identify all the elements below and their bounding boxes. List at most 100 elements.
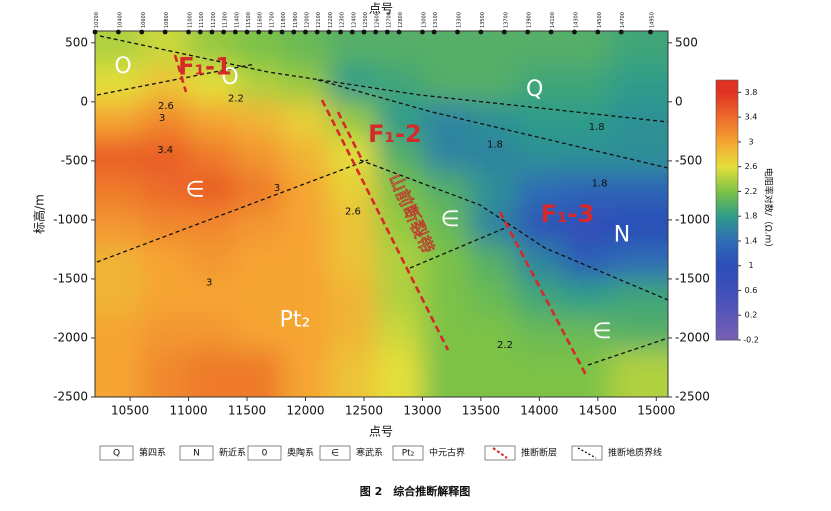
boundary-line — [96, 159, 369, 263]
contour-label: 2.6 — [158, 101, 174, 112]
station-point — [478, 29, 484, 35]
field-cell — [282, 208, 330, 245]
field-cell — [515, 314, 564, 351]
field-cell — [141, 243, 190, 280]
contour-label: 1.8 — [589, 122, 605, 133]
field-cell — [609, 243, 668, 280]
x-tick-label: 12500 — [345, 404, 383, 418]
boundary-line — [99, 35, 668, 123]
station-point — [361, 29, 367, 35]
field-cell — [562, 101, 611, 138]
station-point — [115, 29, 121, 35]
field-cell — [562, 172, 611, 209]
field-cell — [422, 137, 470, 174]
field-cell — [422, 208, 470, 245]
station-label: 11300 — [223, 12, 229, 28]
station-point — [548, 29, 554, 35]
field-cell — [328, 31, 377, 67]
field-cell — [328, 66, 377, 103]
field-cell — [469, 278, 517, 315]
y2-tick-label: -1500 — [675, 271, 710, 285]
field-cell — [282, 31, 330, 67]
fault-line — [173, 54, 188, 93]
field-cell — [235, 278, 283, 315]
field-cell — [515, 101, 564, 138]
station-label: 12800 — [398, 12, 404, 28]
unit-annotation: Pt₂ — [280, 307, 311, 332]
unit-annotation: Q — [526, 77, 543, 102]
field-cell — [141, 208, 190, 245]
boundary-line — [317, 79, 668, 169]
field-cells — [95, 31, 668, 397]
boundary-line — [96, 63, 256, 96]
fault-annotation: F₁-1 — [178, 53, 232, 81]
legend-box — [319, 445, 351, 461]
station-point — [572, 29, 577, 35]
field-cell — [328, 243, 377, 280]
field-cell — [328, 208, 377, 245]
colorbar-segment — [716, 240, 738, 267]
y-tick-label: -1500 — [53, 271, 88, 285]
fault-line — [498, 211, 588, 376]
station-point — [209, 29, 215, 35]
station-point — [291, 29, 297, 35]
field-cell — [375, 31, 423, 67]
station-label: 12200 — [328, 12, 334, 28]
legend-box — [179, 445, 214, 461]
station-point — [349, 29, 355, 35]
field-cell — [95, 172, 143, 209]
y-tick-label: -1000 — [53, 212, 88, 226]
field-cell — [375, 243, 423, 280]
colorbar-segment — [716, 191, 738, 217]
y-tick-label: 500 — [65, 35, 88, 49]
field-cell — [609, 137, 668, 174]
y-tick-label: -500 — [61, 153, 88, 167]
unit-annotation: O — [221, 65, 238, 90]
field-cell — [609, 66, 668, 103]
x-tick-label: 12000 — [286, 404, 324, 418]
field-cell — [282, 137, 330, 174]
field-cell — [282, 172, 330, 209]
legend-symbol: 0 — [262, 449, 268, 459]
boundary-line — [587, 337, 668, 366]
contour-label: 3 — [274, 183, 280, 194]
field-cell — [328, 278, 377, 315]
field-cell — [375, 172, 423, 209]
y2-tick-label: -2000 — [675, 330, 710, 344]
field-cell — [188, 172, 236, 209]
field-cell — [141, 137, 190, 174]
field-cell — [469, 101, 517, 138]
station-label: 11800 — [281, 12, 287, 28]
x-tick-label: 11000 — [169, 404, 207, 418]
field-cell — [609, 172, 668, 209]
field-cell — [282, 101, 330, 138]
field-cell — [328, 314, 377, 351]
station-label: 13700 — [503, 12, 509, 28]
field-cell — [141, 31, 190, 67]
boundary-line — [359, 159, 668, 301]
legend-label: 第四系 — [139, 447, 166, 459]
station-label: 12600 — [375, 12, 381, 28]
unit-annotation: ∈ — [440, 207, 459, 232]
fault-annotation: F₁-3 — [541, 200, 595, 228]
colorbar-tick-label: 1 — [748, 261, 753, 270]
field-cell — [609, 31, 668, 67]
x-tick-label: 14000 — [520, 404, 558, 418]
station-label: 13000 — [421, 12, 427, 28]
station-label: 11000 — [188, 12, 194, 28]
legend-label: 寒武系 — [356, 447, 383, 459]
field-cell — [609, 208, 668, 245]
field-cell — [188, 349, 236, 397]
x-axis-label: 点号 — [369, 425, 393, 439]
field-cell — [562, 31, 611, 67]
station-point — [92, 29, 98, 35]
field-cell — [188, 137, 236, 174]
colorbar-segment — [716, 117, 738, 143]
station-label: 13100 — [433, 12, 439, 28]
field-cell — [469, 31, 517, 67]
field-cell — [422, 172, 470, 209]
unit-annotation: O — [114, 54, 131, 79]
contour-label: 2.6 — [345, 207, 361, 218]
colorbar-segment — [716, 290, 738, 316]
field-cell — [95, 208, 143, 245]
